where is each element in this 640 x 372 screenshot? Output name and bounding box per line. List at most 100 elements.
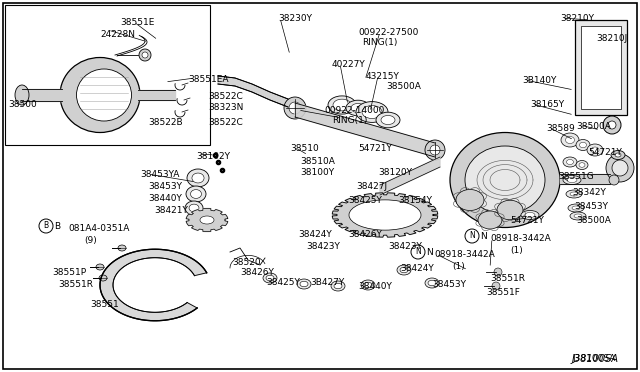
Text: N: N	[415, 247, 421, 257]
Text: 38210J: 38210J	[596, 34, 627, 43]
Text: B: B	[54, 222, 60, 231]
Ellipse shape	[570, 212, 586, 220]
Text: 00922-14000: 00922-14000	[324, 106, 385, 115]
Text: 38100Y: 38100Y	[300, 168, 334, 177]
Circle shape	[142, 52, 148, 58]
Ellipse shape	[186, 186, 206, 202]
Text: 43215Y: 43215Y	[366, 72, 400, 81]
Polygon shape	[380, 157, 440, 195]
Polygon shape	[332, 193, 438, 237]
Text: 38425Y: 38425Y	[348, 196, 382, 205]
Ellipse shape	[381, 115, 395, 125]
Ellipse shape	[334, 283, 342, 289]
Text: 38510A: 38510A	[300, 157, 335, 166]
Ellipse shape	[300, 281, 308, 287]
Ellipse shape	[349, 200, 421, 230]
Ellipse shape	[450, 132, 560, 228]
Ellipse shape	[364, 282, 372, 288]
Ellipse shape	[200, 216, 214, 224]
Text: 38520: 38520	[232, 258, 260, 267]
Ellipse shape	[351, 103, 365, 113]
Ellipse shape	[15, 85, 29, 105]
Polygon shape	[295, 103, 435, 157]
Ellipse shape	[328, 96, 356, 114]
Text: 38154Y: 38154Y	[398, 196, 432, 205]
Text: N: N	[426, 248, 433, 257]
Text: 38500: 38500	[8, 100, 36, 109]
Polygon shape	[218, 76, 288, 107]
Ellipse shape	[189, 204, 199, 212]
Text: 24228N: 24228N	[100, 30, 135, 39]
Text: 3B427Y: 3B427Y	[310, 278, 344, 287]
Text: 38426Y: 38426Y	[240, 268, 274, 277]
Ellipse shape	[428, 280, 436, 286]
Ellipse shape	[185, 201, 203, 215]
Ellipse shape	[263, 273, 277, 283]
Ellipse shape	[563, 176, 581, 185]
Ellipse shape	[570, 192, 578, 196]
Text: RING(1): RING(1)	[332, 116, 367, 125]
Ellipse shape	[566, 160, 573, 164]
Ellipse shape	[521, 211, 539, 219]
Text: (1): (1)	[452, 262, 465, 271]
Ellipse shape	[525, 212, 535, 218]
Text: 38425Y: 38425Y	[266, 278, 300, 287]
Ellipse shape	[425, 140, 445, 160]
Ellipse shape	[615, 153, 621, 157]
Text: 38500A: 38500A	[386, 82, 421, 91]
Ellipse shape	[456, 189, 484, 211]
Text: 38522C: 38522C	[208, 92, 243, 101]
Ellipse shape	[572, 206, 580, 210]
Ellipse shape	[566, 190, 582, 198]
Ellipse shape	[77, 69, 131, 121]
Text: 38120Y: 38120Y	[378, 168, 412, 177]
Text: 38551F: 38551F	[486, 288, 520, 297]
Ellipse shape	[60, 58, 140, 132]
Ellipse shape	[346, 100, 370, 116]
Ellipse shape	[96, 264, 104, 270]
Ellipse shape	[191, 190, 202, 198]
Bar	[5, 5, 210, 145]
Ellipse shape	[603, 116, 621, 134]
Ellipse shape	[400, 267, 408, 273]
Text: 38453Y: 38453Y	[432, 280, 466, 289]
Ellipse shape	[430, 145, 440, 155]
Text: 38551R: 38551R	[58, 280, 93, 289]
Ellipse shape	[362, 106, 382, 119]
Ellipse shape	[333, 99, 351, 111]
Text: 38102Y: 38102Y	[196, 152, 230, 161]
Circle shape	[492, 282, 500, 290]
Ellipse shape	[465, 146, 545, 214]
Text: 38165Y: 38165Y	[530, 100, 564, 109]
Text: (1): (1)	[510, 246, 523, 255]
Text: 38551E: 38551E	[120, 18, 154, 27]
Text: 081A4-0351A: 081A4-0351A	[68, 224, 129, 233]
Text: 38589: 38589	[546, 124, 575, 133]
Ellipse shape	[118, 245, 126, 251]
Circle shape	[494, 268, 502, 276]
Text: 38551P: 38551P	[52, 268, 86, 277]
Text: 54721Y: 54721Y	[588, 148, 622, 157]
Ellipse shape	[297, 279, 311, 289]
Polygon shape	[186, 208, 228, 231]
Ellipse shape	[331, 281, 345, 291]
Text: 38551G: 38551G	[558, 172, 594, 181]
Ellipse shape	[568, 204, 584, 212]
Text: 38440Y: 38440Y	[358, 282, 392, 291]
Text: 38522B: 38522B	[148, 118, 182, 127]
Text: 38424Y: 38424Y	[400, 264, 434, 273]
Ellipse shape	[266, 275, 274, 281]
Circle shape	[465, 229, 479, 243]
Text: N: N	[480, 232, 487, 241]
Ellipse shape	[361, 280, 375, 290]
Ellipse shape	[187, 169, 209, 187]
Ellipse shape	[284, 97, 306, 119]
Ellipse shape	[611, 151, 625, 160]
Ellipse shape	[576, 140, 590, 151]
Ellipse shape	[576, 160, 588, 170]
Text: 08918-3442A: 08918-3442A	[490, 234, 551, 243]
Ellipse shape	[478, 211, 502, 229]
Polygon shape	[100, 249, 207, 321]
Text: 08918-3442A: 08918-3442A	[434, 250, 495, 259]
Text: 38440Y: 38440Y	[148, 194, 182, 203]
